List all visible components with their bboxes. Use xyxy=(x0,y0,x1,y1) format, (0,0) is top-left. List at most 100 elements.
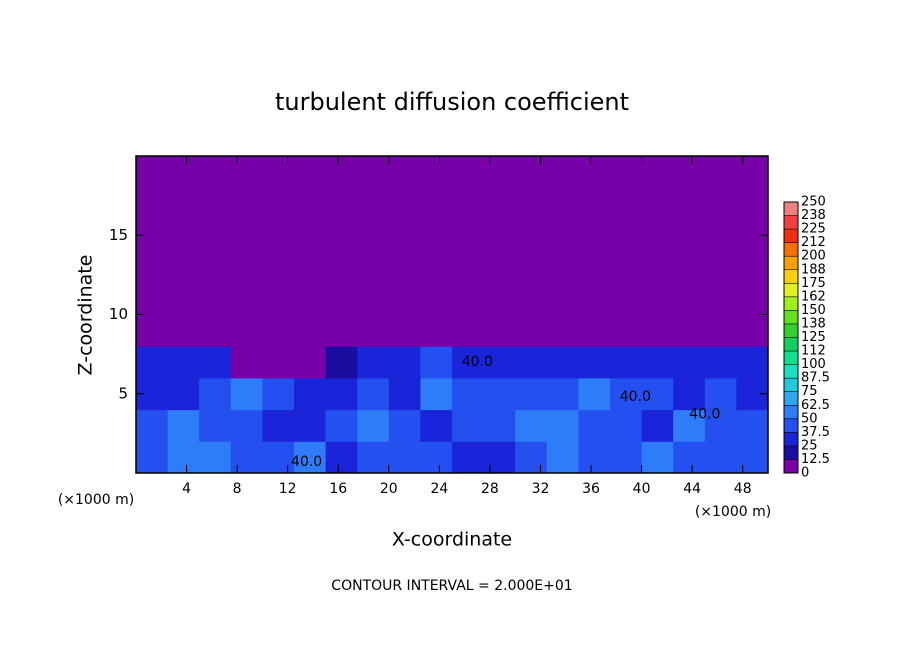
contour-label: 40.0 xyxy=(462,354,493,370)
cell xyxy=(515,346,548,379)
colorbar-tick-label: 62.5 xyxy=(801,398,830,413)
cell xyxy=(357,346,390,379)
cell xyxy=(610,346,643,379)
x-tick-label: 20 xyxy=(380,481,398,497)
colorbar-tick-label: 238 xyxy=(801,208,826,223)
cell xyxy=(230,251,263,284)
x-tick-label: 32 xyxy=(532,481,550,497)
colorbar-tick-label: 100 xyxy=(801,357,826,372)
cell xyxy=(420,219,453,252)
cell xyxy=(515,314,548,347)
cell xyxy=(704,346,737,379)
cell xyxy=(167,377,200,411)
cell xyxy=(673,377,706,411)
colorbar-band xyxy=(784,351,798,365)
cell xyxy=(704,409,737,442)
cell xyxy=(483,409,516,442)
cell xyxy=(736,314,769,347)
cell xyxy=(136,441,169,474)
cell xyxy=(199,282,232,315)
y-axis-unit: (×1000 m) xyxy=(58,492,134,508)
colorbar-tick-label: 112 xyxy=(801,344,826,359)
cell xyxy=(546,409,579,442)
cell xyxy=(704,282,737,315)
cell xyxy=(420,156,453,189)
cell xyxy=(452,156,485,189)
colorbar-tick-label: 12.5 xyxy=(801,452,830,467)
cell xyxy=(736,156,769,189)
cell xyxy=(641,346,674,379)
cell xyxy=(704,314,737,347)
cell xyxy=(610,377,643,411)
cell xyxy=(167,314,200,347)
colorbar-tick-label: 162 xyxy=(801,289,826,304)
cell xyxy=(483,441,516,474)
cell xyxy=(420,377,453,411)
cell xyxy=(483,156,516,189)
cell xyxy=(325,187,358,220)
cell xyxy=(294,377,327,411)
cell xyxy=(452,346,485,379)
cell xyxy=(546,251,579,284)
colorbar-band xyxy=(784,459,798,473)
x-axis-label: X-coordinate xyxy=(392,529,512,551)
cell xyxy=(325,314,358,347)
cell xyxy=(388,156,421,189)
colorbar-band xyxy=(784,283,798,297)
cell xyxy=(736,187,769,220)
cell xyxy=(199,251,232,284)
cell xyxy=(420,187,453,220)
cell xyxy=(483,282,516,315)
cell xyxy=(199,409,232,442)
cell xyxy=(452,187,485,220)
cell xyxy=(357,377,390,411)
contour-label: 40.0 xyxy=(689,406,720,422)
cell xyxy=(388,409,421,442)
colorbar-tick-label: 175 xyxy=(801,276,826,291)
cell xyxy=(230,377,263,411)
x-tick-label: 48 xyxy=(734,481,752,497)
cell xyxy=(230,409,263,442)
cell xyxy=(704,187,737,220)
cell xyxy=(262,251,295,284)
cell xyxy=(325,377,358,411)
colorbar-tick-label: 50 xyxy=(801,411,818,426)
cell xyxy=(452,282,485,315)
cell xyxy=(136,314,169,347)
cell xyxy=(546,346,579,379)
y-tick-label: 15 xyxy=(109,226,128,244)
cell xyxy=(452,314,485,347)
cell xyxy=(167,441,200,474)
cell xyxy=(230,314,263,347)
cell xyxy=(578,409,611,442)
colorbar-band xyxy=(784,242,798,257)
colorbar-tick-label: 0 xyxy=(801,466,809,481)
colorbar-band xyxy=(784,202,798,216)
cell xyxy=(452,377,485,411)
cell xyxy=(673,156,706,189)
cell xyxy=(578,251,611,284)
cell xyxy=(199,219,232,252)
cell xyxy=(325,282,358,315)
cell xyxy=(483,377,516,411)
cell xyxy=(262,314,295,347)
colorbar-tick-label: 250 xyxy=(801,195,826,210)
cell xyxy=(357,187,390,220)
cell xyxy=(641,282,674,315)
cell xyxy=(546,187,579,220)
colorbar-band xyxy=(784,405,798,419)
cell xyxy=(262,441,295,474)
cell xyxy=(546,156,579,189)
cell xyxy=(515,377,548,411)
cell xyxy=(546,219,579,252)
cell xyxy=(420,314,453,347)
cell xyxy=(673,409,706,442)
cell xyxy=(578,346,611,379)
colorbar-band xyxy=(784,445,798,460)
cell xyxy=(578,156,611,189)
cell xyxy=(357,409,390,442)
colorbar-band xyxy=(784,364,798,379)
cell xyxy=(546,377,579,411)
cell xyxy=(641,377,674,411)
cell xyxy=(610,409,643,442)
